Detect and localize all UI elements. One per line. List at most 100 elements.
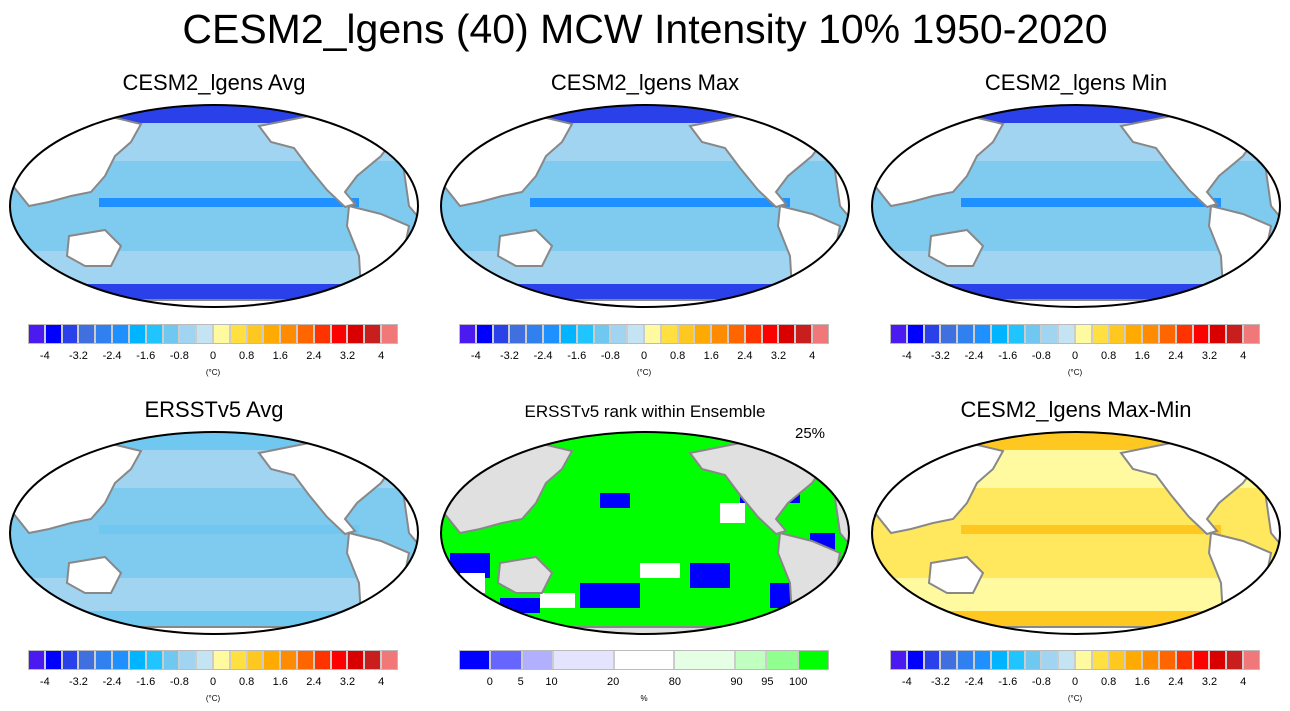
- colorbar-swatch: [577, 325, 595, 343]
- colorbar-swatch: [522, 651, 554, 669]
- colorbar-swatch: [1075, 651, 1093, 669]
- colorbar-swatch: [628, 325, 645, 343]
- colorbar-tick-label: 0: [1071, 676, 1079, 688]
- colorbar: [28, 324, 398, 344]
- colorbar-swatch: [1025, 651, 1043, 669]
- colorbar-swatch: [1143, 325, 1160, 343]
- colorbar-swatch: [1059, 651, 1076, 669]
- colorbar: [459, 324, 829, 344]
- colorbar-swatch: [163, 651, 181, 669]
- colorbar-tick-label: 4: [1240, 676, 1247, 688]
- colorbar-swatch: [941, 651, 959, 669]
- colorbar-swatch: [644, 325, 662, 343]
- colorbar-tick-label: -1.6: [136, 676, 156, 688]
- colorbar-tick-label: 0: [209, 350, 217, 362]
- world-map: [871, 104, 1281, 308]
- land-australia: [927, 555, 985, 594]
- world-map: [9, 104, 419, 308]
- colorbar-swatch: [298, 651, 315, 669]
- colorbar-swatch: [544, 325, 561, 343]
- colorbar-tick-label: -2.4: [102, 350, 122, 362]
- colorbar-tick-label: 2.4: [1168, 676, 1184, 688]
- colorbar-tick-label: 1.6: [272, 350, 288, 362]
- colorbar-swatch: [197, 325, 214, 343]
- colorbar-tick-label: 3.2: [770, 350, 787, 362]
- colorbar-swatch: [729, 325, 746, 343]
- colorbar-swatch: [197, 651, 214, 669]
- colorbar-swatch: [29, 651, 46, 669]
- land-australia: [496, 555, 554, 594]
- colorbar-tick-label: -0.8: [600, 350, 620, 362]
- colorbar-swatch: [264, 325, 282, 343]
- south-polar-band: [872, 284, 1280, 300]
- colorbar-tick-label: 0.8: [238, 676, 255, 688]
- colorbar-swatch: [1075, 325, 1093, 343]
- colorbar-swatch: [695, 325, 713, 343]
- equatorial-band: [530, 198, 790, 207]
- colorbar-tick-label: 4: [809, 350, 816, 362]
- colorbar-swatch: [675, 651, 736, 669]
- colorbar-swatch: [712, 325, 729, 343]
- colorbar-tick-label: 10: [545, 676, 558, 688]
- world-map: [871, 431, 1281, 635]
- colorbar-unit: (°C): [205, 694, 221, 703]
- colorbar-swatch: [1143, 651, 1160, 669]
- colorbar-swatch: [1126, 651, 1144, 669]
- equatorial-band: [99, 198, 359, 207]
- colorbar-swatch: [314, 325, 332, 343]
- colorbar-swatch: [1227, 325, 1245, 343]
- colorbar-swatch: [230, 325, 248, 343]
- colorbar-tick-label: 1.6: [272, 676, 288, 688]
- colorbar-swatch: [79, 325, 97, 343]
- land-australia: [65, 555, 123, 594]
- colorbar-swatch: [907, 325, 925, 343]
- colorbar-swatch: [1160, 325, 1177, 343]
- south-polar-band: [10, 284, 418, 300]
- colorbar-tick-label: -3.2: [930, 350, 950, 362]
- colorbar-tick-label: -2.4: [964, 676, 984, 688]
- colorbar-swatch: [96, 651, 114, 669]
- colorbar-tick-label: 2.4: [306, 350, 322, 362]
- colorbar-swatch: [1210, 651, 1228, 669]
- colorbar-tick-label: -0.8: [169, 350, 189, 362]
- land-antarctica: [872, 299, 1280, 307]
- colorbar-swatch: [491, 651, 523, 669]
- colorbar-tick-label: -4: [901, 676, 912, 688]
- colorbar-swatch: [1160, 651, 1177, 669]
- colorbar-swatch: [594, 325, 612, 343]
- colorbar-swatch: [745, 325, 763, 343]
- colorbar-tick-label: -1.6: [567, 350, 587, 362]
- colorbar-swatch: [348, 651, 366, 669]
- colorbar-swatch: [213, 651, 231, 669]
- colorbar-swatch: [382, 325, 397, 343]
- colorbar-tick-label: -2.4: [964, 350, 984, 362]
- colorbar-swatch: [975, 651, 992, 669]
- colorbar-swatch: [1210, 325, 1228, 343]
- colorbar-tick-label: 3.2: [1201, 676, 1218, 688]
- land-greenland: [767, 106, 814, 126]
- colorbar-tick-label: 0.8: [669, 350, 686, 362]
- land-antarctica: [441, 299, 849, 307]
- colorbar-swatch: [553, 651, 615, 669]
- colorbar-tick-label: 1.6: [1134, 676, 1150, 688]
- colorbar-tick-label: -1.6: [136, 350, 156, 362]
- colorbar-swatch: [1008, 651, 1026, 669]
- colorbar-swatch: [62, 325, 80, 343]
- colorbar-swatch: [281, 651, 298, 669]
- colorbar-tick-label: 2.4: [306, 676, 322, 688]
- colorbar-swatch: [230, 651, 248, 669]
- colorbar-tick-label: 95: [761, 676, 774, 688]
- colorbar-swatch: [1092, 325, 1110, 343]
- colorbar-tick-label: -3.2: [68, 350, 88, 362]
- panel-title: ERSSTv5 Avg: [144, 397, 284, 422]
- colorbar-tick-label: -0.8: [1031, 350, 1051, 362]
- map-border: [871, 431, 1281, 635]
- colorbar-tick-label: 4: [378, 676, 385, 688]
- figure-title: CESM2_lgens (40) MCW Intensity 10% 1950-…: [182, 6, 1108, 52]
- colorbar-swatch: [476, 325, 494, 343]
- colorbar-swatch: [331, 325, 349, 343]
- colorbar-swatch: [180, 651, 198, 669]
- colorbar-swatch: [1059, 325, 1076, 343]
- land-greenland: [1198, 433, 1245, 453]
- equatorial-band: [99, 525, 359, 534]
